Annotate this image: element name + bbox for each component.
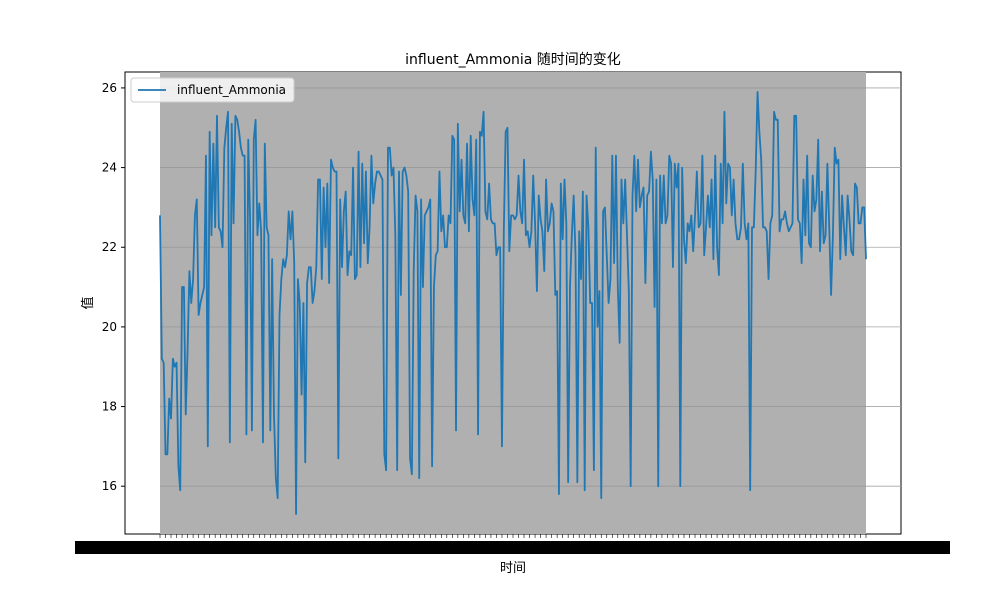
y-tick-label: 22	[102, 240, 117, 254]
y-tick-label: 24	[102, 161, 117, 175]
y-axis-label: 值	[80, 296, 96, 309]
y-tick-label: 20	[102, 320, 117, 334]
legend-box	[130, 77, 295, 103]
x-axis-label: 时间	[500, 561, 526, 576]
y-tick-label: 16	[102, 479, 117, 493]
chart-title: influent_Ammonia 随时间的变化	[405, 52, 621, 68]
y-tick-label: 26	[102, 81, 117, 95]
y-axis-ticks: 16 18 20 22 24 26	[102, 81, 125, 493]
legend-entry-influent-ammonia: influent_Ammonia	[177, 83, 286, 97]
legend: influent_Ammonia	[130, 77, 295, 103]
x-axis-ticks	[75, 534, 950, 554]
y-tick-label: 18	[102, 400, 117, 414]
series-line-influent-ammonia	[159, 91, 867, 515]
x-tick-labels-overlapping	[75, 541, 950, 554]
